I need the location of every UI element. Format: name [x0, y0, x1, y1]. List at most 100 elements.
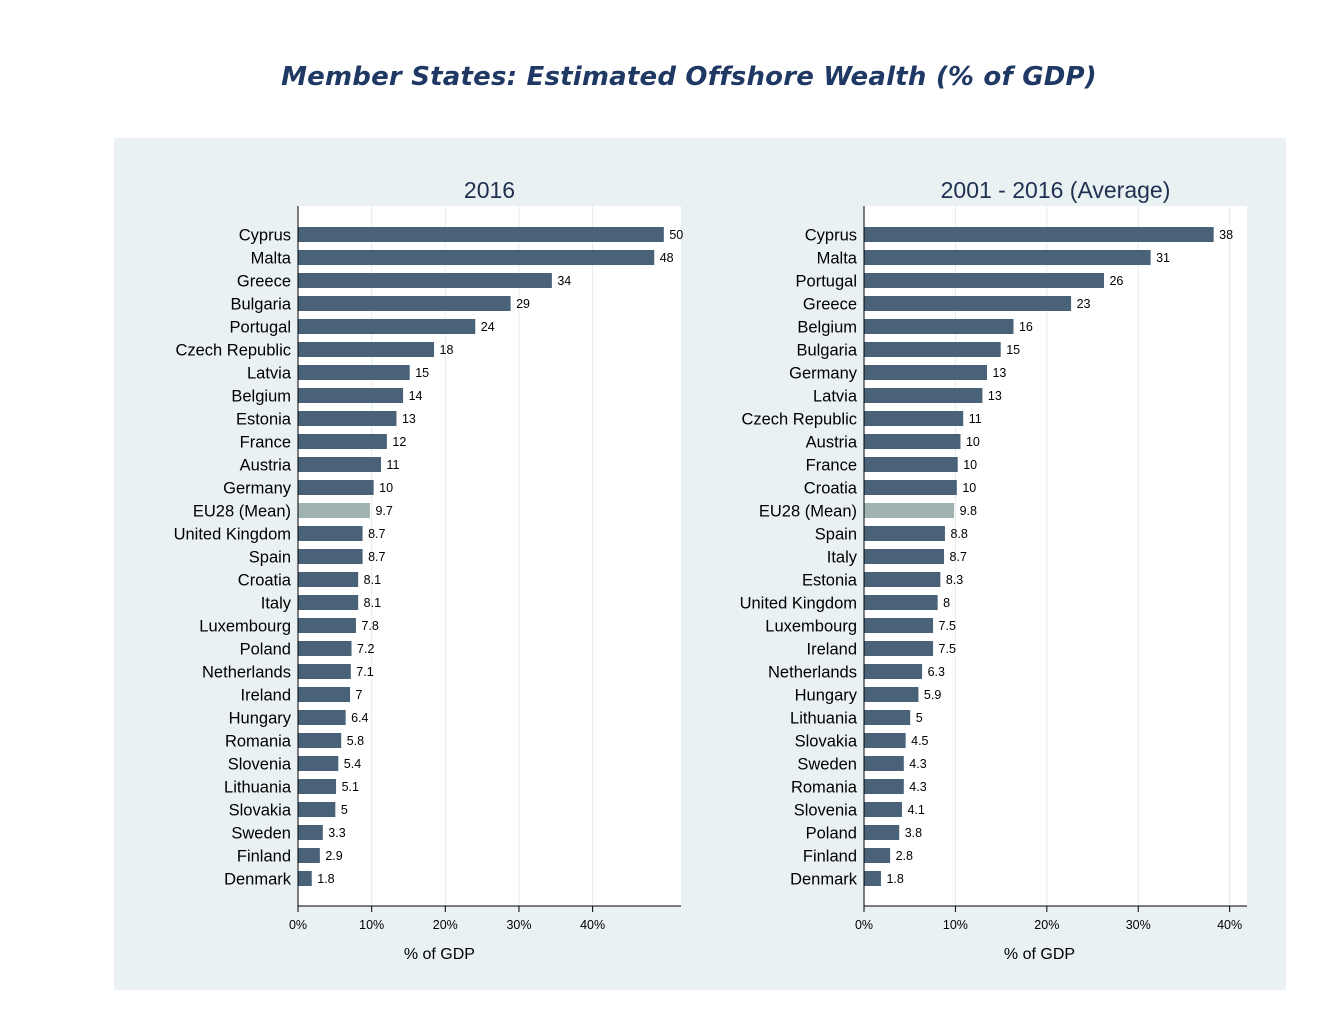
value-label: 8	[943, 596, 950, 610]
category-label: Lithuania	[790, 710, 858, 728]
category-label: Bulgaria	[796, 342, 857, 360]
category-label: Italy	[261, 595, 292, 613]
value-label: 7.8	[361, 619, 378, 633]
category-label: Cyprus	[239, 227, 291, 245]
bar	[864, 434, 961, 449]
bar	[864, 664, 923, 679]
bar-mean	[298, 503, 370, 518]
category-label: Finland	[803, 848, 857, 866]
value-label: 5.4	[344, 757, 361, 771]
category-label: Bulgaria	[230, 296, 291, 314]
value-label: 3.3	[328, 826, 345, 840]
category-label: United Kingdom	[740, 595, 857, 613]
category-label: Malta	[251, 250, 292, 268]
bar	[864, 296, 1072, 311]
bar	[298, 710, 346, 725]
bar	[298, 388, 404, 403]
x-tick-label: 0%	[855, 918, 873, 932]
category-label: Croatia	[238, 572, 292, 590]
value-label: 6.4	[351, 711, 368, 725]
value-label: 1.8	[317, 872, 334, 886]
value-label: 4.3	[909, 757, 926, 771]
bar	[864, 480, 957, 495]
x-tick-label: 30%	[1126, 918, 1151, 932]
bar	[864, 595, 938, 610]
value-label: 7	[356, 688, 363, 702]
value-label: 12	[392, 435, 406, 449]
category-label: Romania	[225, 733, 292, 751]
category-label: Sweden	[231, 825, 291, 843]
bar	[298, 641, 352, 656]
category-label: Germany	[789, 365, 858, 383]
x-tick-label: 0%	[289, 918, 307, 932]
x-tick-label: 40%	[580, 918, 605, 932]
bar	[298, 549, 363, 564]
bar	[298, 618, 356, 633]
category-label: Greece	[803, 296, 857, 314]
category-label: Denmark	[790, 871, 858, 889]
category-label: Austria	[240, 457, 292, 475]
bar	[864, 227, 1214, 242]
value-label: 1.8	[886, 872, 903, 886]
value-label: 8.7	[368, 550, 385, 564]
bar	[298, 250, 655, 265]
bar	[864, 342, 1001, 357]
category-label: Estonia	[236, 411, 292, 429]
category-label: Austria	[806, 434, 858, 452]
value-label: 3.8	[905, 826, 922, 840]
value-label: 5.8	[347, 734, 364, 748]
bar	[864, 687, 919, 702]
category-label: EU28 (Mean)	[193, 503, 291, 521]
value-label: 10	[963, 458, 977, 472]
bar-mean	[864, 503, 955, 518]
category-label: Ireland	[241, 687, 291, 705]
category-label: Latvia	[247, 365, 292, 383]
bar	[298, 434, 387, 449]
category-label: Spain	[249, 549, 291, 567]
x-tick-label: 40%	[1217, 918, 1242, 932]
bar	[298, 526, 363, 541]
value-label: 13	[402, 412, 416, 426]
bar	[864, 641, 934, 656]
x-axis-title: % of GDP	[404, 946, 475, 963]
bar	[298, 779, 337, 794]
category-label: Finland	[237, 848, 291, 866]
value-label: 14	[409, 389, 423, 403]
value-label: 15	[1006, 343, 1020, 357]
value-label: 26	[1109, 274, 1123, 288]
category-label: Spain	[815, 526, 857, 544]
value-label: 7.2	[357, 642, 374, 656]
bar	[298, 687, 351, 702]
value-label: 7.1	[356, 665, 373, 679]
category-label: EU28 (Mean)	[759, 503, 857, 521]
subplot-title: 2016	[464, 177, 515, 203]
bar	[864, 825, 900, 840]
bar	[298, 296, 511, 311]
category-label: Poland	[806, 825, 857, 843]
bar	[864, 871, 881, 886]
value-label: 2.9	[325, 849, 342, 863]
bar	[298, 664, 351, 679]
x-tick-label: 10%	[943, 918, 968, 932]
category-label: Ireland	[807, 641, 857, 659]
category-label: Estonia	[802, 572, 858, 590]
bar	[298, 756, 339, 771]
bar	[298, 457, 381, 472]
value-label: 15	[415, 366, 429, 380]
bar	[864, 848, 891, 863]
bar	[864, 733, 906, 748]
category-label: Croatia	[804, 480, 858, 498]
value-label: 10	[379, 481, 393, 495]
bar	[864, 388, 983, 403]
bar	[864, 572, 941, 587]
category-label: Hungary	[795, 687, 858, 705]
bar	[298, 319, 476, 334]
value-label: 18	[440, 343, 454, 357]
value-label: 8.8	[950, 527, 967, 541]
value-label: 8.7	[368, 527, 385, 541]
category-label: Luxembourg	[765, 618, 857, 636]
category-label: Greece	[237, 273, 291, 291]
value-label: 6.3	[928, 665, 945, 679]
